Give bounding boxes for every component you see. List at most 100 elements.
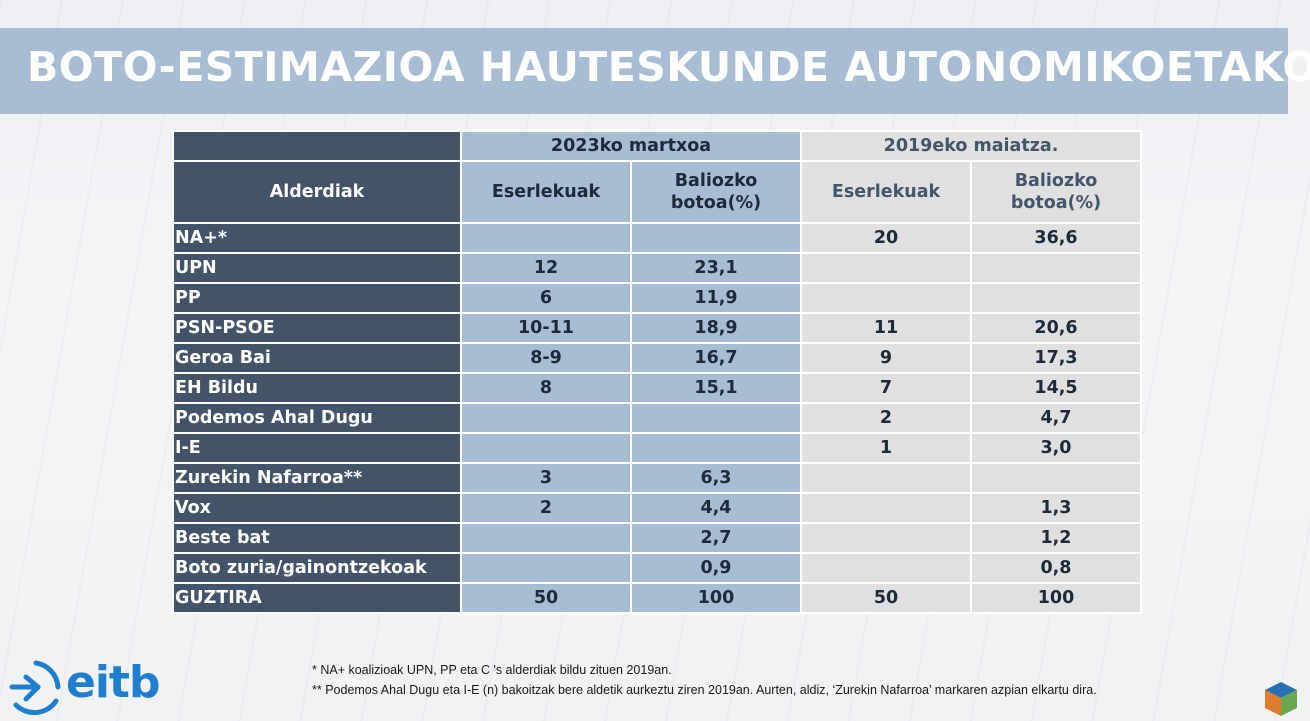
eitb-logo-text: eitb [66,657,160,708]
party-name: Vox [172,492,462,524]
seats-2023 [460,222,632,254]
vote-2019: 0,8 [970,552,1142,584]
party-name: Podemos Ahal Dugu [172,402,462,434]
party-name: Boto zuria/gainontzekoak [172,552,462,584]
seats-2023: 3 [460,462,632,494]
seats-2023 [460,522,632,554]
vote-estimate-table: 2023ko martxoa 2019eko maiatza. Alderdia… [172,130,1142,614]
vote-2019: 36,6 [970,222,1142,254]
table-row: I-E 1 3,0 [172,432,1142,464]
seats-2023: 2 [460,492,632,524]
vote-2019: 1,2 [970,522,1142,554]
vote-2023 [630,222,802,254]
column-header-row: Alderdiak Eserlekuak Baliozko botoa(%) E… [172,160,1142,224]
vote-label-line1: Baliozko [1014,171,1098,191]
title-band [0,28,1288,114]
vote-label-line2: botoa(%) [670,193,762,213]
vote-2023: 0,9 [630,552,802,584]
party-name: I-E [172,432,462,464]
seats-2019: 11 [800,312,972,344]
vote-2023 [630,432,802,464]
seats-2019: 2 [800,402,972,434]
vote-2019: 4,7 [970,402,1142,434]
vote-label-line2: botoa(%) [1010,193,1102,213]
party-name: EH Bildu [172,372,462,404]
eitb-logo: eitb [8,655,178,716]
column-header-seats-2023: Eserlekuak [460,160,632,224]
seats-2019: 7 [800,372,972,404]
table-row: Boto zuria/gainontzekoak 0,9 0,8 [172,552,1142,584]
party-name: PP [172,282,462,314]
group-header-2023: 2023ko martxoa [460,130,802,162]
party-name: UPN [172,252,462,284]
vote-2019: 3,0 [970,432,1142,464]
vote-2023 [630,402,802,434]
seats-2019 [800,522,972,554]
vote-2023: 15,1 [630,372,802,404]
party-name: Zurekin Nafarroa** [172,462,462,494]
seats-2019: 50 [800,582,972,614]
table-row: EH Bildu 8 15,1 7 14,5 [172,372,1142,404]
vote-2019 [970,462,1142,494]
seats-2023: 6 [460,282,632,314]
vote-2019: 17,3 [970,342,1142,374]
vote-2023: 6,3 [630,462,802,494]
vote-label-line1: Baliozko [674,171,758,191]
vote-2019: 1,3 [970,492,1142,524]
seats-2023: 8-9 [460,342,632,374]
page-title: BOTO-ESTIMAZIOA HAUTESKUNDE AUTONOMIKOET… [27,43,1310,91]
vote-2019 [970,282,1142,314]
vote-2023: 23,1 [630,252,802,284]
seats-2023: 50 [460,582,632,614]
seats-2019 [800,282,972,314]
table-row: Podemos Ahal Dugu 2 4,7 [172,402,1142,434]
column-header-party: Alderdiak [172,160,462,224]
seats-2023: 12 [460,252,632,284]
column-header-vote-2019: Baliozko botoa(%) [970,160,1142,224]
seats-2023 [460,432,632,464]
cube-logo-icon [1265,682,1297,716]
table-row: Zurekin Nafarroa** 3 6,3 [172,462,1142,494]
footnote-2: ** Podemos Ahal Dugu eta I-E (n) bakoitz… [312,683,1097,697]
vote-2023: 4,4 [630,492,802,524]
vote-2019: 20,6 [970,312,1142,344]
vote-2023: 11,9 [630,282,802,314]
table-row: Vox 2 4,4 1,3 [172,492,1142,524]
footnote-1: * NA+ koalizioak UPN, PP eta C 's alderd… [312,663,672,677]
group-header-row: 2023ko martxoa 2019eko maiatza. [172,130,1142,162]
eitb-logo-icon [9,660,61,716]
table-row: GUZTIRA 50 100 50 100 [172,582,1142,614]
group-header-2019: 2019eko maiatza. [800,130,1142,162]
seats-2023: 10-11 [460,312,632,344]
vote-2023: 16,7 [630,342,802,374]
seats-2023 [460,402,632,434]
table-row: Beste bat 2,7 1,2 [172,522,1142,554]
seats-2023 [460,552,632,584]
table-row: PP 6 11,9 [172,282,1142,314]
seats-2023: 8 [460,372,632,404]
column-header-seats-2019: Eserlekuak [800,160,972,224]
table-row: UPN 12 23,1 [172,252,1142,284]
vote-2023: 2,7 [630,522,802,554]
vote-2023: 100 [630,582,802,614]
party-name: PSN-PSOE [172,312,462,344]
party-name: NA+* [172,222,462,254]
vote-2019 [970,252,1142,284]
table-row: PSN-PSOE 10-11 18,9 11 20,6 [172,312,1142,344]
seats-2019 [800,552,972,584]
seats-2019 [800,492,972,524]
party-name: Beste bat [172,522,462,554]
party-name: GUZTIRA [172,582,462,614]
vote-2019: 14,5 [970,372,1142,404]
vote-2023: 18,9 [630,312,802,344]
vote-2019: 100 [970,582,1142,614]
column-header-vote-2023: Baliozko botoa(%) [630,160,802,224]
seats-2019 [800,252,972,284]
table-row: Geroa Bai 8-9 16,7 9 17,3 [172,342,1142,374]
seats-2019 [800,462,972,494]
table-row: NA+* 20 36,6 [172,222,1142,254]
party-name: Geroa Bai [172,342,462,374]
seats-2019: 1 [800,432,972,464]
group-header-empty [172,130,462,162]
seats-2019: 9 [800,342,972,374]
